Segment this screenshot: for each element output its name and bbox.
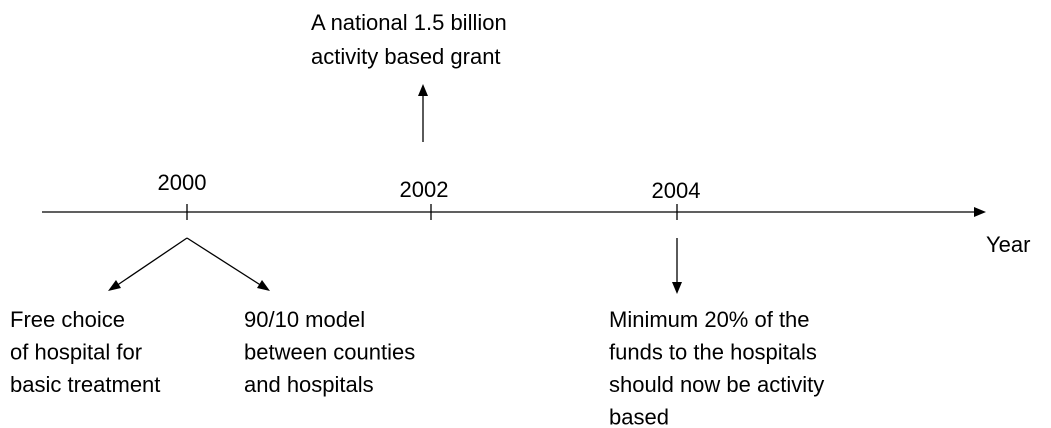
event-line: funds to the hospitals [609,340,817,365]
arrowhead [418,84,428,96]
event-arrow [186,237,263,287]
event-line: A national 1.5 billion [311,10,507,35]
event-text: 90/10 model between counties and hospitals [244,307,415,397]
axis-arrowhead [974,207,986,217]
arrowhead [108,280,121,291]
event-line: Free choice [10,307,125,332]
event-line: Minimum 20% of the [609,307,810,332]
event-text: A national 1.5 billion activity based gra… [311,10,507,69]
event-text: Minimum 20% of the funds to the hospitals… [609,307,824,428]
event-text: Free choice of hospital for basic treatmen… [10,307,160,397]
arrowhead [672,282,682,294]
event-line: should now be activity [609,372,824,397]
event-line: basic treatment [10,372,160,397]
axis-label: Year [986,232,1030,257]
arrowhead [257,280,270,291]
event-line: of hospital for [10,340,142,365]
event-line: activity based grant [311,44,501,69]
event-line: based [609,405,669,428]
year-label: 2000 [158,170,207,195]
event-line: between counties [244,340,415,365]
year-label: 2002 [400,177,449,202]
event-line: 90/10 model [244,307,365,332]
event-arrow [115,237,188,287]
event-line: and hospitals [244,372,374,397]
year-label: 2004 [652,178,701,203]
